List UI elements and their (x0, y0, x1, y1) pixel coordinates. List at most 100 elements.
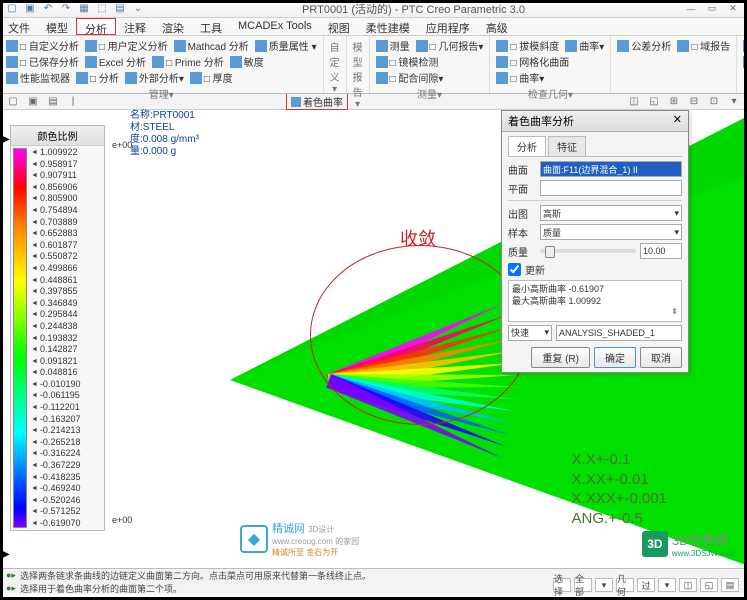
ribbon-cmd[interactable]: □ Prime 分析 (152, 54, 224, 69)
result-box: 最小高斯曲率 -0.61907 最大高斯曲率 1.00992 ⬍ (508, 280, 682, 322)
menu-模型[interactable]: 模型 (38, 18, 76, 35)
tab-feature[interactable]: 特征 (548, 136, 586, 156)
legend-value: 0.091821 (31, 357, 102, 366)
minimize-button[interactable]: — (681, 2, 701, 16)
cancel-button[interactable]: 取消 (640, 347, 682, 368)
qat-more-icon[interactable]: ⌄ (130, 1, 146, 17)
wm2-url: www.3DSJW.com (672, 549, 735, 558)
ribbon-cmd[interactable]: □ 镜模检测 (376, 54, 439, 69)
sb-icon[interactable]: ◫ (625, 95, 643, 109)
menu-文件[interactable]: 文件 (0, 18, 38, 35)
ribbon-cmd[interactable]: □ 分析 (76, 70, 119, 85)
ribbon-cmd[interactable]: 质量属性 ▾ (255, 38, 317, 53)
quick-select[interactable]: 快速▾ (508, 325, 552, 341)
ribbon-cmd[interactable]: 测量 (376, 38, 410, 53)
tab-analysis[interactable]: 分析 (508, 136, 546, 156)
menu-渲染[interactable]: 渲染 (154, 18, 192, 35)
menu-应用程序[interactable]: 应用程序 (418, 18, 478, 35)
status-control[interactable]: ▾ (658, 578, 676, 592)
qat-windows-icon[interactable]: ⬚ (94, 1, 110, 17)
ribbon-cmd[interactable]: 性能监视器 (6, 70, 70, 85)
status-control[interactable]: 几何 (616, 578, 634, 592)
legend-value: 0.193832 (31, 334, 102, 343)
menu-视图[interactable]: 视图 (320, 18, 358, 35)
ribbon-cmd[interactable]: □ 用户定义分析 (85, 38, 168, 53)
legend-value: 0.244838 (31, 322, 102, 331)
quality-slider[interactable] (540, 249, 636, 253)
ribbon-cmd[interactable]: □ 域报告 (677, 38, 730, 53)
qat-regen-icon[interactable]: ▦ (76, 1, 92, 17)
qat-undo-icon[interactable]: ↶ (40, 1, 56, 17)
status-control[interactable]: ▾ (595, 578, 613, 592)
sb-icon[interactable]: ⊟ (685, 95, 703, 109)
sb-icon[interactable]: ⊞ (665, 95, 683, 109)
legend-value: 1.009922 (31, 148, 102, 157)
ok-button[interactable]: 确定 (594, 347, 636, 368)
ribbon-cmd[interactable]: □ 曲率▾ (496, 70, 544, 85)
dialog-titlebar[interactable]: 着色曲率分析 ✕ (502, 111, 688, 132)
ribbon-cmd[interactable]: □ 厚度 (190, 70, 233, 85)
titlebar: ▢ ▣ ↶ ↷ ▦ ⬚ ▤ ⌄ PRT0001 (活动的) - PTC Creo… (0, 0, 747, 18)
qat-new-icon[interactable]: ▢ (4, 1, 20, 17)
qat-close-icon[interactable]: ▤ (112, 1, 128, 17)
menu-工具[interactable]: 工具 (192, 18, 230, 35)
ribbon-cmd[interactable]: □ 统计设计研究 (743, 54, 747, 69)
ribbon-cmd[interactable]: □ 几何报告▾ (416, 38, 484, 53)
ribbon-cmd[interactable]: 敏度 (230, 54, 264, 69)
qat-redo-icon[interactable]: ↷ (58, 1, 74, 17)
menu-注释[interactable]: 注释 (116, 18, 154, 35)
ribbon-group: □ 自定义分析 □ 用户定义分析 Mathcad 分析质量属性 ▾ □ 已保存分析 Ex… (0, 36, 324, 93)
legend-value: 0.499866 (31, 264, 102, 273)
legend-value: 0.397855 (31, 287, 102, 296)
exit-label: 出图 (508, 206, 536, 221)
ribbon-cmd[interactable]: □ 已保存分析 (6, 54, 79, 69)
plane-field[interactable] (540, 180, 682, 196)
status-control[interactable]: 选择 (553, 578, 571, 592)
status-control[interactable]: ▤ (721, 578, 739, 592)
surface-field[interactable]: 曲面:F11(边界混合_1) II (540, 161, 682, 177)
update-label: 更新 (525, 262, 545, 277)
sample-label: 样本 (508, 225, 536, 240)
status-control[interactable]: 全部 (574, 578, 592, 592)
ribbon-cmd[interactable]: □ 网格化曲面 (496, 54, 569, 69)
legend-values: 1.0099220.9589170.9079110.8569060.805900… (27, 148, 102, 528)
ribbon-cmd[interactable]: □ 自定义分析 (6, 38, 79, 53)
menu-高级[interactable]: 高级 (478, 18, 516, 35)
ribbon-cmd[interactable]: 曲率▾ (565, 38, 604, 53)
dialog-close-icon[interactable]: ✕ (673, 113, 682, 129)
ribbon-cmd[interactable]: 公差分析 (617, 38, 671, 53)
wm1-url: www.creoug.com (272, 537, 333, 546)
result-max: 最大高斯曲率 1.00992 (512, 296, 678, 308)
legend-value: -0.571252 (31, 507, 102, 516)
analysis-name-field[interactable]: ANALYSIS_SHADED_1 (556, 325, 682, 341)
status-control[interactable]: ◱ (700, 578, 718, 592)
ribbon-cmd[interactable]: Excel 分析 (85, 54, 146, 69)
ribbon-cmd[interactable]: □ 拔模斜度 (496, 38, 559, 53)
close-button[interactable]: ✕ (723, 2, 743, 16)
update-checkbox[interactable] (508, 263, 521, 276)
status-control[interactable]: 过 (637, 578, 655, 592)
maximize-button[interactable]: ▭ (702, 2, 722, 16)
result-scroll-icon[interactable]: ⬍ (512, 307, 678, 317)
3d-viewport[interactable]: 收敛 着色曲率分析 ✕ 分析 特征 曲面 曲面:F11(边界混合_1) II 平… (100, 110, 747, 568)
sample-select[interactable]: 质量▾ (540, 224, 682, 240)
status-control[interactable]: ◫ (679, 578, 697, 592)
menu-柔性建模[interactable]: 柔性建模 (358, 18, 418, 35)
ribbon-cmd[interactable]: □ 可行性/优化 (743, 38, 747, 53)
sb-icon[interactable]: ⊡ (705, 95, 723, 109)
ribbon-cmd[interactable]: Mathcad 分析 (174, 38, 249, 53)
menu-分析[interactable]: 分析 (76, 18, 116, 35)
dialog-title-text: 着色曲率分析 (508, 113, 574, 129)
legend-value: 0.295844 (31, 310, 102, 319)
ribbon-cmd[interactable]: 外部分析▾ (125, 70, 184, 85)
quality-value[interactable]: 10.00 (640, 243, 682, 259)
ribbon-cmd[interactable]: □ 配合间隙▾ (376, 70, 444, 85)
menu-MCADEx Tools[interactable]: MCADEx Tools (230, 18, 320, 35)
quick-access-toolbar: ▢ ▣ ↶ ↷ ▦ ⬚ ▤ ⌄ (4, 1, 146, 17)
ribbon-group: 测量□ 几何报告▾□ 镜模检测□ 配合间隙▾测量▾ (370, 36, 491, 93)
repeat-button[interactable]: 重复 (R) (531, 347, 590, 368)
qat-open-icon[interactable]: ▣ (22, 1, 38, 17)
sb-icon[interactable]: ▾ (725, 95, 743, 109)
exit-select[interactable]: 高斯▾ (540, 205, 682, 221)
sb-icon[interactable]: ◱ (645, 95, 663, 109)
